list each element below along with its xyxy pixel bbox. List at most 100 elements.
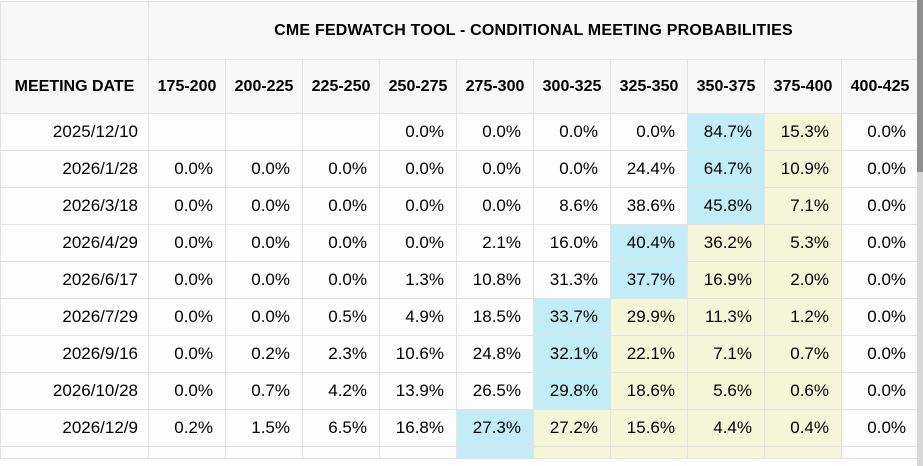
probability-cell: 1.5%: [225, 409, 303, 447]
probability-cell: 5.3%: [764, 224, 842, 262]
probability-cell: 6.5%: [302, 409, 380, 447]
probability-cell: 0.0%: [148, 372, 226, 410]
table-title-row: CME FEDWATCH TOOL - CONDITIONAL MEETING …: [0, 1, 920, 60]
probability-cell: 27.3%: [456, 409, 534, 447]
table-row: 2026/7/29 0.0% 0.0% 0.5% 4.9% 18.5% 33.7% 29.9%…: [0, 298, 920, 336]
probability-cell: 0.0%: [610, 113, 688, 151]
probability-cell: 4.4%: [687, 409, 765, 447]
table-row: [0, 446, 920, 459]
probability-cell: 37.7%: [610, 261, 688, 299]
probability-cell: [610, 446, 688, 459]
probability-cell: 0.0%: [456, 150, 534, 188]
vertical-scrollbar[interactable]: [917, 0, 923, 466]
rate-range-header: 200-225: [225, 59, 303, 114]
probability-cell: 0.0%: [840, 335, 920, 373]
table-title: CME FEDWATCH TOOL - CONDITIONAL MEETING …: [147, 1, 920, 60]
probability-cell: 0.0%: [302, 224, 380, 262]
meeting-date-cell: 2026/1/28: [0, 150, 149, 188]
probability-cell: 10.8%: [456, 261, 534, 299]
probability-cell: 1.3%: [379, 261, 457, 299]
probability-cell: 0.2%: [148, 409, 226, 447]
probability-cell: [840, 446, 920, 459]
probability-cell: 16.8%: [379, 409, 457, 447]
meeting-date-cell: 2026/6/17: [0, 261, 149, 299]
meeting-date-cell: 2026/3/18: [0, 187, 149, 225]
probability-cell: 4.9%: [379, 298, 457, 336]
probability-cell: 8.6%: [533, 187, 611, 225]
probability-cell: 31.3%: [533, 261, 611, 299]
probability-cell: 13.9%: [379, 372, 457, 410]
probability-cell: 84.7%: [687, 113, 765, 151]
probability-cell: 0.0%: [225, 261, 303, 299]
probability-cell: 1.2%: [764, 298, 842, 336]
meeting-date-cell: 2026/10/28: [0, 372, 149, 410]
probability-cell: 0.0%: [840, 298, 920, 336]
probability-cell: 26.5%: [456, 372, 534, 410]
probability-cell: 0.0%: [148, 298, 226, 336]
corner-cell: [0, 1, 149, 60]
table-row: 2026/10/28 0.0% 0.7% 4.2% 13.9% 26.5% 29.8% 18.…: [0, 372, 920, 410]
probability-cell: 29.8%: [533, 372, 611, 410]
probability-cell: [456, 446, 534, 459]
meeting-date-cell: 2026/4/29: [0, 224, 149, 262]
probability-cell: 0.0%: [225, 298, 303, 336]
probability-cell: 0.0%: [456, 113, 534, 151]
meeting-date-cell: 2026/12/9: [0, 409, 149, 447]
rate-range-header: 275-300: [456, 59, 534, 114]
probability-cell: [148, 446, 226, 459]
rate-range-header: 375-400: [764, 59, 842, 114]
rate-range-header: 225-250: [302, 59, 380, 114]
probability-cell: 0.5%: [302, 298, 380, 336]
probability-cell: 0.0%: [840, 187, 920, 225]
rate-range-header: 400-425: [840, 59, 920, 114]
probability-cell: [687, 446, 765, 459]
probability-cell: 2.1%: [456, 224, 534, 262]
table-row: 2026/9/16 0.0% 0.2% 2.3% 10.6% 24.8% 32.1% 22.1…: [0, 335, 920, 373]
probability-cell: 0.0%: [379, 150, 457, 188]
table-row: 2026/3/18 0.0% 0.0% 0.0% 0.0% 0.0% 8.6% 38.6% 45…: [0, 187, 920, 225]
probability-cell: 0.0%: [148, 224, 226, 262]
probability-cell: 0.7%: [764, 335, 842, 373]
probability-cell: 15.6%: [610, 409, 688, 447]
probability-cell: 4.2%: [302, 372, 380, 410]
rate-range-header: 300-325: [533, 59, 611, 114]
probability-cell: 29.9%: [610, 298, 688, 336]
table-row: 2026/4/29 0.0% 0.0% 0.0% 0.0% 2.1% 16.0% 40.4% 3…: [0, 224, 920, 262]
probability-cell: 0.0%: [533, 113, 611, 151]
meeting-date-cell: 2026/7/29: [0, 298, 149, 336]
scrollbar-thumb[interactable]: [917, 0, 923, 172]
probability-cell: 24.4%: [610, 150, 688, 188]
probability-cell: 0.0%: [225, 224, 303, 262]
probability-cell: 0.0%: [302, 150, 380, 188]
probability-cell: 0.6%: [764, 372, 842, 410]
probability-cell: 38.6%: [610, 187, 688, 225]
probability-cell: [225, 446, 303, 459]
probability-cell: [302, 113, 380, 151]
table-row: 2026/12/9 0.2% 1.5% 6.5% 16.8% 27.3% 27.2% 15.6…: [0, 409, 920, 447]
rate-range-header: 350-375: [687, 59, 765, 114]
probability-cell: 18.5%: [456, 298, 534, 336]
probability-cell: 16.9%: [687, 261, 765, 299]
probability-cell: 0.0%: [379, 224, 457, 262]
probability-cell: 22.1%: [610, 335, 688, 373]
conditional-probabilities-table: CME FEDWATCH TOOL - CONDITIONAL MEETING …: [0, 1, 920, 459]
probability-cell: 0.4%: [764, 409, 842, 447]
probability-cell: 0.0%: [840, 224, 920, 262]
probability-cell: 0.0%: [302, 261, 380, 299]
probability-cell: 32.1%: [533, 335, 611, 373]
probability-cell: 10.9%: [764, 150, 842, 188]
probability-cell: [379, 446, 457, 459]
probability-cell: 0.0%: [840, 150, 920, 188]
probability-cell: 36.2%: [687, 224, 765, 262]
meeting-date-cell: 2026/9/16: [0, 335, 149, 373]
meeting-date-cell: [0, 446, 149, 459]
probability-cell: 33.7%: [533, 298, 611, 336]
probability-cell: 0.0%: [840, 261, 920, 299]
probability-cell: 7.1%: [687, 335, 765, 373]
probability-cell: 0.0%: [225, 187, 303, 225]
table-row: 2026/1/28 0.0% 0.0% 0.0% 0.0% 0.0% 0.0% 24.4% 64…: [0, 150, 920, 188]
probability-cell: 0.0%: [840, 372, 920, 410]
probability-cell: 0.0%: [379, 113, 457, 151]
probability-cell: 15.3%: [764, 113, 842, 151]
probability-cell: 40.4%: [610, 224, 688, 262]
